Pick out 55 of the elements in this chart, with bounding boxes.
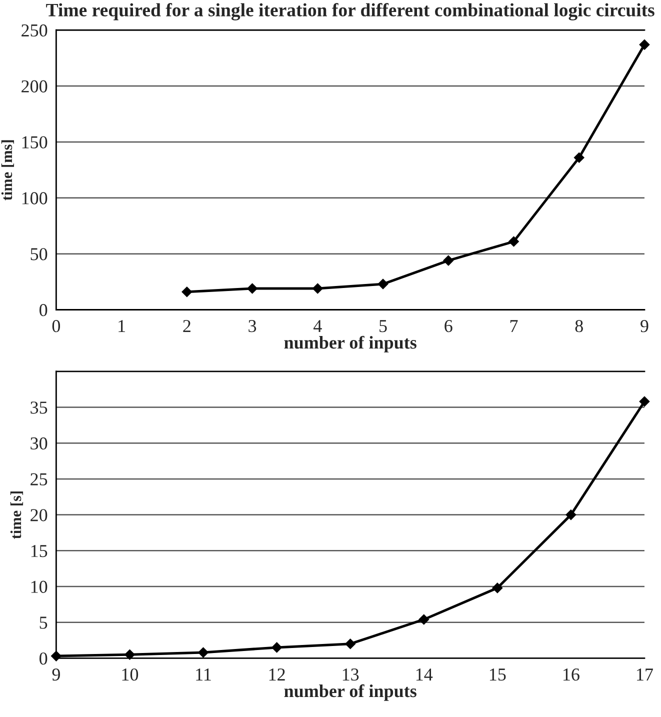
y-axis-title: time [s]	[10, 492, 24, 539]
x-tick-label: 8	[575, 320, 583, 332]
y-tick-label: 5	[40, 616, 48, 629]
x-axis-title: number of inputs	[284, 684, 416, 701]
y-tick-label: 200	[22, 80, 48, 92]
y-tick-label: 0	[40, 652, 48, 665]
x-tick-label: 14	[416, 668, 433, 680]
point	[639, 396, 650, 407]
y-tick-label: 10	[31, 580, 48, 593]
y-tick-label: 30	[30, 437, 48, 450]
y-axis-title: time [ms]	[1, 140, 14, 200]
x-tick-label: 17	[637, 668, 653, 680]
x-axis-title: number of inputs	[284, 336, 416, 352]
point	[574, 152, 584, 163]
y-tick-label: 150	[22, 136, 48, 148]
x-tick-label: 7	[510, 320, 518, 332]
y-tick-label: 35	[30, 402, 48, 414]
point	[508, 236, 519, 247]
x-tick-label: 12	[269, 668, 285, 680]
chart-title: Time required for a single iteration for different combinational logic circuits	[46, 3, 654, 20]
point	[198, 647, 208, 658]
point	[492, 582, 503, 594]
point	[182, 286, 192, 297]
y-tick-label: 100	[22, 192, 48, 204]
point	[51, 650, 62, 662]
x-tick-label: 16	[564, 668, 580, 681]
x-tick-label: 15	[490, 668, 506, 681]
point	[312, 283, 323, 294]
y-tick-label: 25	[30, 473, 48, 486]
point	[566, 510, 576, 520]
x-tick-label: 13	[342, 668, 359, 681]
x-tick-label: 5	[380, 320, 387, 332]
point	[345, 638, 356, 649]
x-tick-label: 1	[118, 320, 125, 332]
y-tick-label: 250	[22, 24, 48, 37]
point	[418, 614, 429, 625]
x-tick-label: 9	[640, 320, 648, 332]
x-tick-label: 0	[52, 320, 60, 332]
x-tick-label: 2	[183, 320, 190, 332]
y-tick-label: 50	[30, 248, 48, 260]
x-tick-label: 4	[313, 320, 322, 332]
point	[247, 283, 258, 294]
x-tick-label: 6	[444, 320, 452, 332]
x-tick-label: 11	[196, 668, 211, 680]
x-tick-label: 10	[122, 668, 138, 681]
point	[639, 40, 650, 50]
x-tick-label: 3	[248, 320, 256, 332]
point	[378, 278, 388, 290]
point	[443, 255, 454, 266]
y-tick-label: 20	[30, 509, 48, 522]
y-tick-label: 15	[31, 545, 48, 558]
y-tick-label: 0	[40, 304, 48, 316]
x-tick-label: 9	[52, 668, 60, 681]
point	[272, 642, 282, 653]
point	[124, 650, 135, 660]
